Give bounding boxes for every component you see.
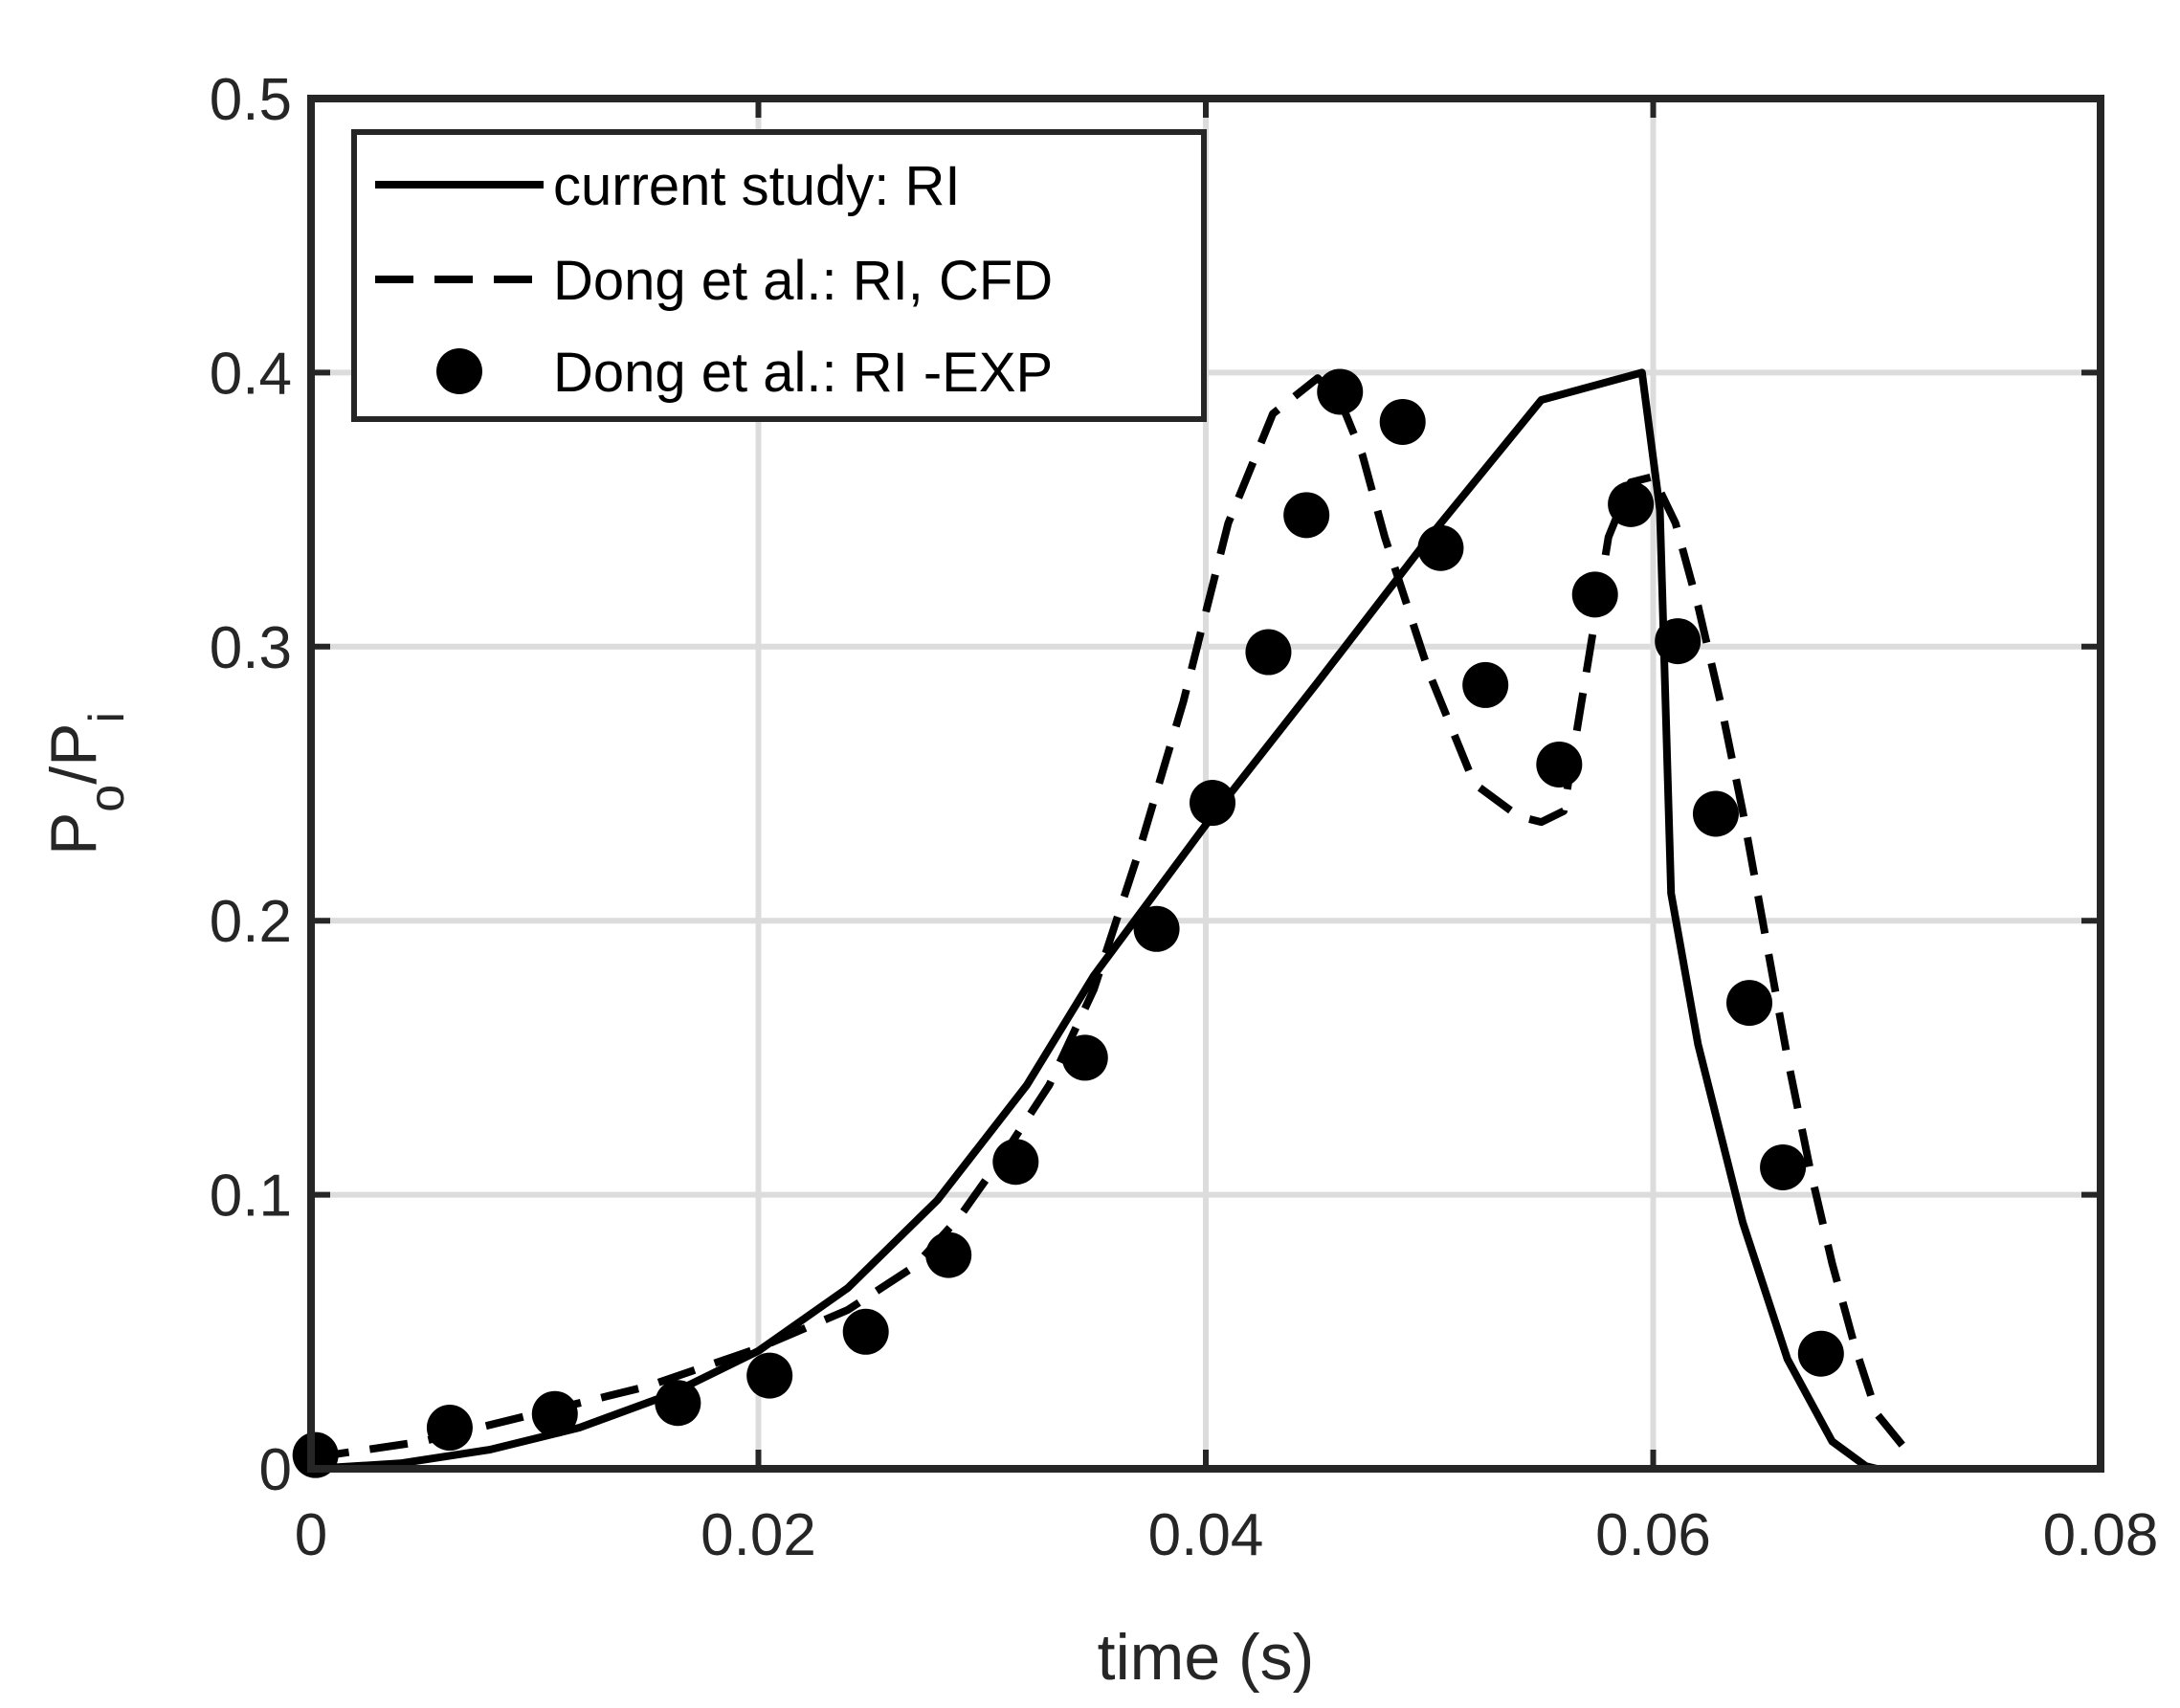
exp-marker	[992, 1139, 1039, 1186]
tick-labels: 0 0.02 0.04 0.06 0.08 0 0.1 0.2 0.3 0.4 0.5	[210, 67, 2159, 1568]
x-tick-label: 0.08	[2043, 1502, 2159, 1568]
exp-marker	[1283, 492, 1330, 539]
x-axis-label: time (s)	[1098, 1621, 1315, 1694]
exp-marker	[1190, 780, 1236, 827]
y-tick-label: 0.1	[210, 1164, 292, 1230]
legend-marker-sample	[436, 348, 482, 394]
x-tick-label: 0.04	[1148, 1502, 1264, 1568]
y-axis-label: Po/Pi	[37, 712, 135, 855]
exp-marker	[1536, 741, 1583, 787]
exp-marker	[1133, 905, 1180, 952]
exp-marker	[746, 1352, 793, 1399]
exp-marker	[1417, 524, 1464, 571]
exp-marker	[426, 1405, 473, 1452]
x-tick-label: 0.02	[701, 1502, 816, 1568]
exp-marker	[1061, 1034, 1108, 1081]
exp-marker	[842, 1308, 889, 1355]
exp-marker	[1571, 571, 1618, 618]
legend-label-dong-cfd: Dong et al.: RI, CFD	[553, 250, 1053, 312]
x-tick-label: 0.06	[1595, 1502, 1711, 1568]
y-label-sub-i: i	[79, 712, 135, 723]
y-label-sub-o: o	[79, 785, 135, 812]
exp-marker	[1797, 1330, 1844, 1377]
exp-marker	[1608, 480, 1655, 527]
exp-marker	[1655, 618, 1702, 665]
legend-label-current-study: current study: RI	[553, 155, 960, 217]
y-tick-label: 0.3	[210, 615, 292, 681]
exp-marker	[1245, 629, 1292, 676]
y-tick-label: 0.4	[210, 341, 292, 407]
y-axis-label-text: Po/Pi	[37, 712, 135, 855]
y-label-sep: /P	[37, 723, 110, 785]
exp-marker	[1379, 398, 1426, 445]
exp-marker	[1317, 368, 1364, 415]
exp-marker	[1726, 980, 1773, 1027]
y-tick-label: 0.5	[210, 67, 292, 133]
series-line-current-study	[310, 368, 2101, 1473]
exp-marker	[925, 1231, 972, 1278]
y-tick-label: 0.2	[210, 889, 292, 955]
series-layer	[292, 368, 2101, 1478]
exp-marker	[1692, 790, 1739, 837]
legend: current study: RI Dong et al.: RI, CFD D…	[351, 129, 1207, 422]
exp-marker	[655, 1380, 701, 1427]
x-tick-label: 0	[295, 1502, 327, 1568]
tick-marks	[308, 96, 2103, 1472]
exp-marker	[1760, 1143, 1807, 1190]
legend-label-dong-exp: Dong et al.: RI -EXP	[553, 342, 1053, 404]
y-label-p: P	[37, 812, 110, 855]
exp-marker	[1462, 661, 1509, 708]
exp-marker	[531, 1390, 578, 1437]
y-tick-label: 0	[259, 1437, 292, 1503]
